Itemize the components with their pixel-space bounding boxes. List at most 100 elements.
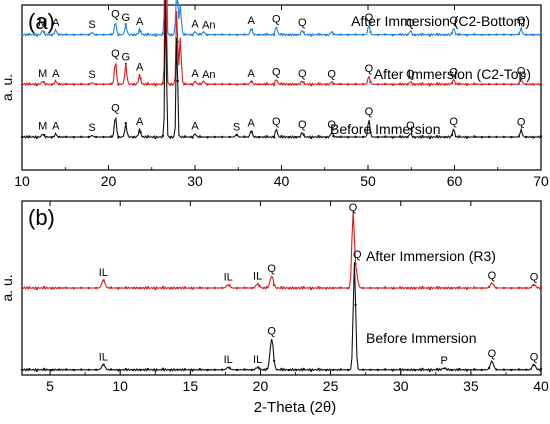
series-marker [206, 33, 209, 37]
series-marker [161, 367, 165, 370]
series-marker [384, 286, 387, 289]
series-marker [421, 285, 424, 289]
series-marker [287, 136, 291, 139]
x-tick-label: 15 [183, 378, 199, 394]
series-marker [525, 83, 528, 86]
series-marker [154, 369, 157, 372]
phase-annotation: S [233, 122, 240, 134]
series-marker [443, 367, 446, 370]
series-marker [443, 33, 446, 37]
series-marker [384, 33, 387, 36]
phase-annotation: Q [449, 66, 458, 78]
series-marker [280, 286, 283, 289]
series-marker [450, 82, 454, 85]
phase-annotation: Q [272, 66, 281, 78]
series-marker [324, 83, 328, 86]
series-marker [57, 82, 61, 86]
series-marker [65, 286, 68, 289]
series-marker [94, 286, 98, 290]
series-marker [406, 286, 409, 290]
series-name-label: After Immersion (C2-Bottom) [351, 13, 530, 29]
series-marker [87, 286, 90, 290]
series-marker [43, 31, 46, 34]
series-marker [391, 136, 394, 139]
series-marker [235, 133, 239, 137]
phase-annotation: Q [353, 249, 362, 261]
series-marker [502, 135, 506, 139]
phase-annotation: Q [327, 119, 336, 131]
series-marker [139, 77, 142, 80]
series-marker [117, 136, 120, 139]
series-marker [65, 135, 68, 138]
series-marker [243, 368, 246, 371]
series-marker [539, 32, 543, 36]
series-marker [80, 33, 83, 36]
series-marker [176, 368, 179, 371]
series-marker [250, 80, 253, 83]
series-marker [421, 32, 424, 36]
panel-a: 10 20 30 40 50 60 70 (a) a. u. After Immersion (C… [0, 0, 549, 189]
series-marker [228, 135, 231, 139]
phase-annotation: IL [253, 354, 262, 366]
series-marker [57, 135, 61, 139]
series-marker [443, 83, 446, 86]
series-marker [324, 369, 328, 372]
series-marker [406, 135, 409, 139]
series-marker [235, 33, 239, 37]
series-marker [517, 286, 520, 289]
series-marker [124, 367, 128, 371]
series-marker [495, 368, 498, 371]
series-marker [28, 135, 31, 138]
panel-b: 5 10 15 20 25 30 35 40 (b) a. u. After Immersion (… [0, 200, 549, 394]
series-marker [510, 83, 513, 86]
series-marker [80, 82, 83, 86]
series-marker [354, 33, 357, 36]
series-marker [20, 368, 24, 371]
series-marker [146, 82, 150, 85]
series-marker [465, 83, 469, 87]
series-marker [80, 135, 83, 138]
series-marker [317, 32, 320, 36]
series-marker [310, 34, 313, 37]
series-marker [80, 368, 83, 371]
series-marker [206, 368, 209, 372]
series-marker [94, 83, 98, 86]
series-marker [50, 369, 53, 372]
panel-label: (b) [28, 205, 55, 230]
series-marker [361, 286, 365, 290]
series-marker [465, 369, 469, 372]
phase-annotation: S [88, 69, 95, 81]
series-marker [65, 368, 68, 371]
series-marker [332, 286, 335, 290]
series-marker [436, 286, 439, 289]
series-marker [428, 369, 431, 372]
series-marker [480, 287, 483, 290]
series-marker [487, 33, 491, 36]
series-marker [183, 368, 187, 371]
series-marker [302, 31, 305, 34]
series-marker [161, 134, 165, 138]
series-marker [183, 135, 187, 138]
x-axis-label: 2-Theta (2θ) [254, 399, 337, 416]
series-marker [347, 33, 350, 37]
phase-annotation: Q [517, 65, 526, 77]
series-marker [450, 368, 454, 372]
phase-annotation: G [122, 12, 131, 24]
series-marker [124, 286, 128, 289]
series-marker [213, 135, 216, 139]
series-marker [398, 33, 402, 36]
series-marker [191, 287, 194, 290]
phase-annotation: Q [272, 13, 281, 25]
series-marker [361, 83, 365, 86]
phase-annotation: Q [449, 15, 458, 27]
panel-label: (a) [28, 9, 55, 34]
phase-annotation: Q [267, 263, 276, 275]
series-marker [265, 367, 268, 371]
series-marker [272, 33, 276, 37]
series-marker [302, 286, 305, 289]
series-marker [258, 284, 261, 287]
series-marker [57, 33, 61, 36]
phase-annotation: M [38, 17, 47, 29]
series-marker [428, 34, 431, 37]
series-marker [169, 369, 172, 372]
